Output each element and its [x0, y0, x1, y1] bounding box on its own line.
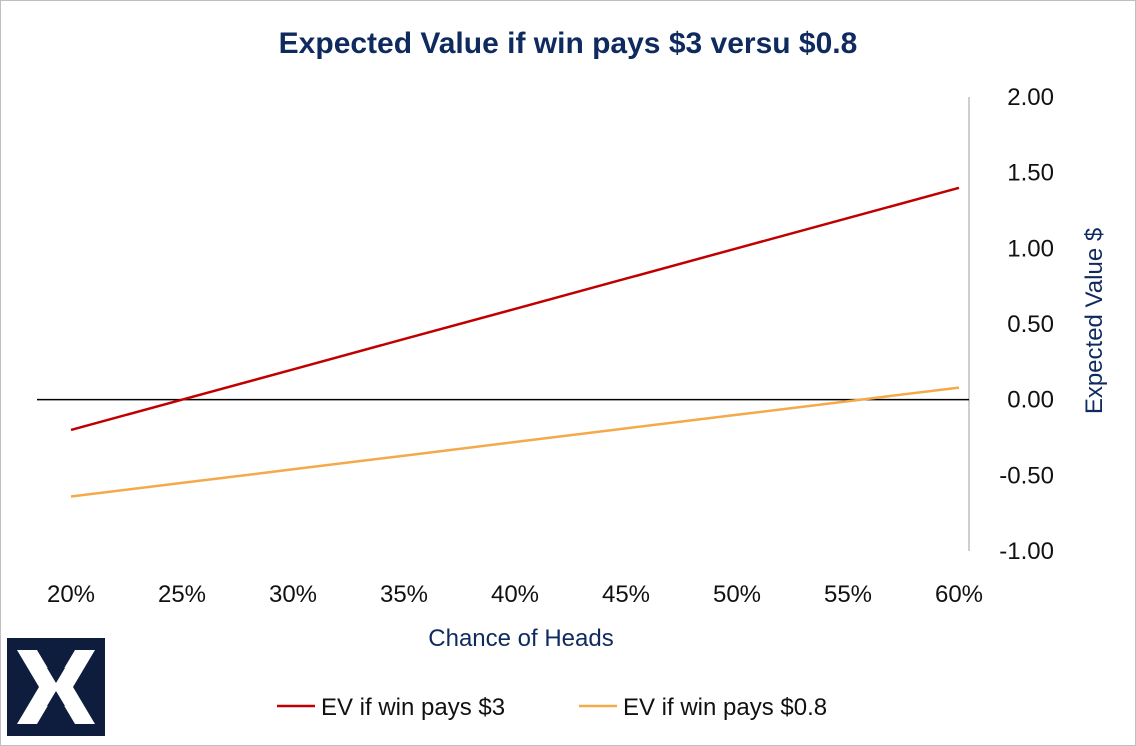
x-tick-label: 30% [269, 581, 317, 608]
x-tick-label: 40% [491, 581, 539, 608]
x-logo-icon [17, 650, 95, 724]
series-lines [70, 186, 960, 498]
y-tick-labels: 2.00 1.50 1.00 0.50 0.00 -0.50 -1.00 [999, 84, 1054, 565]
x-tick-labels: 20% 25% 30% 35% 40% 45% 50% 55% 60% [47, 581, 983, 608]
series-line-2 [70, 386, 960, 498]
axes [37, 97, 970, 551]
x-tick-label: 55% [824, 581, 872, 608]
series-line-1 [70, 186, 960, 432]
y-tick-label: 1.00 [1007, 235, 1054, 262]
y-axis-title: Expected Value $ [1081, 228, 1108, 414]
chart-title: Expected Value if win pays $3 versu $0.8 [279, 27, 858, 60]
x-tick-label: 45% [602, 581, 650, 608]
y-tick-label: 0.50 [1007, 311, 1054, 338]
legend-label: EV if win pays $0.8 [623, 694, 827, 721]
legend-label: EV if win pays $3 [321, 694, 505, 721]
x-axis-title: Chance of Heads [428, 625, 613, 652]
x-tick-label: 60% [935, 581, 983, 608]
legend: EV if win pays $3 EV if win pays $0.8 [277, 694, 827, 721]
y-tick-label: -1.00 [999, 538, 1054, 565]
x-tick-label: 50% [713, 581, 761, 608]
x-tick-label: 25% [158, 581, 206, 608]
y-tick-label: 2.00 [1007, 84, 1054, 111]
logo [7, 638, 105, 736]
y-tick-label: 1.50 [1007, 160, 1054, 187]
x-tick-label: 35% [380, 581, 428, 608]
x-tick-label: 20% [47, 581, 95, 608]
y-tick-label: 0.00 [1007, 387, 1054, 414]
y-tick-label: -0.50 [999, 462, 1054, 489]
